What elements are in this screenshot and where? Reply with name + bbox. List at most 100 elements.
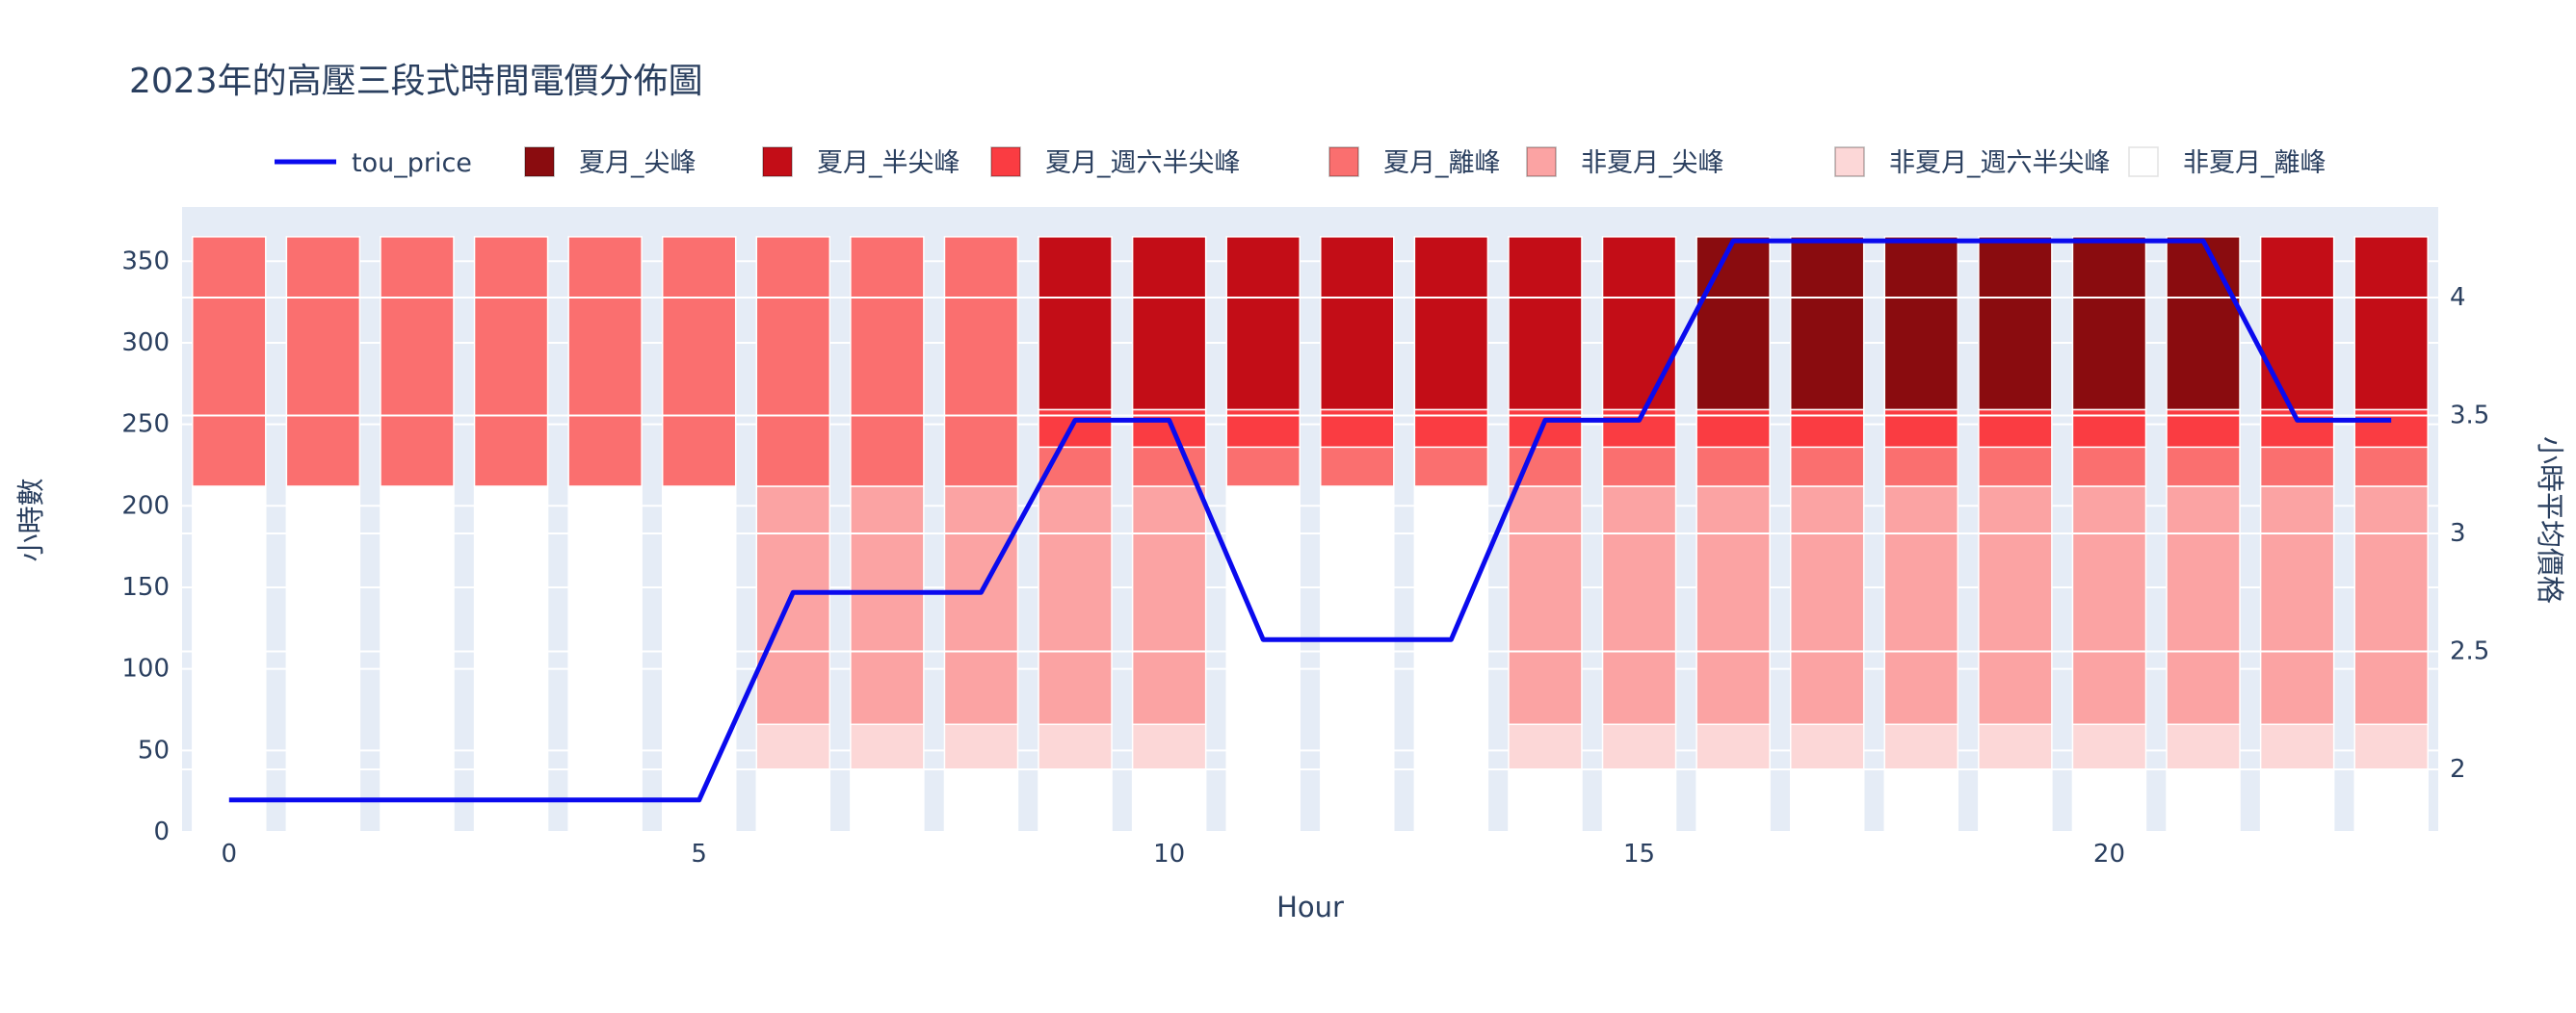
bar-segment-非夏月_週六半尖峰[interactable] [943,723,1019,771]
bar-segment-夏月_離峰[interactable] [1883,446,1959,487]
bar-segment-非夏月_週六半尖峰[interactable] [1508,723,1583,771]
bar-segment-夏月_半尖峰[interactable] [1320,236,1395,411]
bar-segment-非夏月_週六半尖峰[interactable] [850,723,925,771]
bar-segment-非夏月_離峰[interactable] [2071,768,2147,833]
bar-segment-非夏月_離峰[interactable] [661,485,737,833]
bar-segment-夏月_半尖峰[interactable] [1413,236,1489,411]
bar-segment-非夏月_離峰[interactable] [1413,485,1489,833]
bar-segment-非夏月_尖峰[interactable] [1508,485,1583,725]
bar-segment-夏月_離峰[interactable] [192,236,267,487]
legend-item-tou_price[interactable]: tou_price [275,148,472,178]
bar-segment-非夏月_離峰[interactable] [1508,768,1583,833]
bar-segment-非夏月_週六半尖峰[interactable] [1038,723,1113,771]
bar-segment-非夏月_離峰[interactable] [1978,768,2053,833]
bar-segment-非夏月_尖峰[interactable] [1978,485,2053,725]
bar-segment-夏月_離峰[interactable] [1601,446,1677,487]
bar-segment-非夏月_離峰[interactable] [1038,768,1113,833]
bar-segment-夏月_半尖峰[interactable] [1508,236,1583,411]
bar-segment-夏月_半尖峰[interactable] [1038,236,1113,411]
bar-segment-非夏月_離峰[interactable] [1225,485,1301,833]
plot-area[interactable] [182,207,2438,832]
bar-segment-夏月_半尖峰[interactable] [1131,236,1207,411]
bar-segment-夏月_離峰[interactable] [661,236,737,487]
bar-segment-夏月_離峰[interactable] [1695,446,1771,487]
bar-segment-夏月_尖峰[interactable] [1978,236,2053,411]
legend-item-夏月_尖峰[interactable]: 夏月_尖峰 [524,146,697,178]
legend-item-非夏月_離峰[interactable]: 非夏月_離峰 [2128,146,2326,178]
bar-segment-夏月_尖峰[interactable] [1883,236,1959,411]
bar-segment-非夏月_尖峰[interactable] [2166,485,2241,725]
legend-item-夏月_週六半尖峰[interactable]: 夏月_週六半尖峰 [990,146,1241,178]
bar-segment-非夏月_尖峰[interactable] [2259,485,2335,725]
bar-segment-非夏月_週六半尖峰[interactable] [755,723,831,771]
bar-segment-非夏月_離峰[interactable] [1695,768,1771,833]
bar-segment-夏月_半尖峰[interactable] [2259,236,2335,411]
bar-segment-夏月_離峰[interactable] [567,236,643,487]
bar-segment-夏月_離峰[interactable] [2071,446,2147,487]
bar-segment-夏月_離峰[interactable] [2353,446,2429,487]
bar-segment-非夏月_離峰[interactable] [192,485,267,833]
bar-segment-非夏月_離峰[interactable] [1601,768,1677,833]
bar-segment-夏月_半尖峰[interactable] [1225,236,1301,411]
bar-segment-非夏月_尖峰[interactable] [850,485,925,725]
bar-segment-非夏月_尖峰[interactable] [1038,485,1113,725]
bar-segment-夏月_半尖峰[interactable] [1601,236,1677,411]
bar-segment-夏月_離峰[interactable] [1225,446,1301,487]
bar-segment-夏月_尖峰[interactable] [2166,236,2241,411]
bar-segment-夏月_尖峰[interactable] [2071,236,2147,411]
bar-segment-非夏月_週六半尖峰[interactable] [2071,723,2147,771]
bar-segment-非夏月_離峰[interactable] [1131,768,1207,833]
bar-segment-非夏月_離峰[interactable] [1320,485,1395,833]
bar-segment-非夏月_尖峰[interactable] [2071,485,2147,725]
legend-item-夏月_離峰[interactable]: 夏月_離峰 [1328,146,1501,178]
bar-segment-非夏月_離峰[interactable] [473,485,549,833]
bar-segment-非夏月_週六半尖峰[interactable] [1601,723,1677,771]
bar-segment-非夏月_離峰[interactable] [567,485,643,833]
bar-segment-非夏月_尖峰[interactable] [943,485,1019,725]
bar-segment-非夏月_週六半尖峰[interactable] [2353,723,2429,771]
bar-segment-夏月_離峰[interactable] [1789,446,1865,487]
bar-segment-非夏月_離峰[interactable] [2353,768,2429,833]
bar-segment-非夏月_尖峰[interactable] [1131,485,1207,725]
bar-segment-非夏月_尖峰[interactable] [1601,485,1677,725]
bar-segment-夏月_離峰[interactable] [943,236,1019,487]
bar-segment-夏月_尖峰[interactable] [1789,236,1865,411]
bar-segment-非夏月_離峰[interactable] [380,485,455,833]
tou-price-line[interactable] [228,238,2392,803]
bar-segment-非夏月_尖峰[interactable] [1789,485,1865,725]
bar-segment-非夏月_離峰[interactable] [285,485,361,833]
bar-segment-夏月_離峰[interactable] [850,236,925,487]
bar-segment-非夏月_週六半尖峰[interactable] [2166,723,2241,771]
bar-segment-非夏月_週六半尖峰[interactable] [1978,723,2053,771]
bar-segment-夏月_離峰[interactable] [755,236,831,487]
bar-segment-夏月_尖峰[interactable] [1695,236,1771,411]
bar-segment-非夏月_週六半尖峰[interactable] [1695,723,1771,771]
bar-segment-夏月_離峰[interactable] [1413,446,1489,487]
bar-segment-非夏月_離峰[interactable] [2166,768,2241,833]
bar-segment-夏月_離峰[interactable] [473,236,549,487]
bar-segment-夏月_離峰[interactable] [380,236,455,487]
bar-segment-夏月_離峰[interactable] [2259,446,2335,487]
bar-segment-非夏月_尖峰[interactable] [1695,485,1771,725]
bar-segment-夏月_離峰[interactable] [1320,446,1395,487]
bar-segment-夏月_離峰[interactable] [1978,446,2053,487]
bar-segment-夏月_離峰[interactable] [285,236,361,487]
bar-segment-非夏月_離峰[interactable] [755,768,831,833]
legend-item-非夏月_尖峰[interactable]: 非夏月_尖峰 [1526,146,1724,178]
bar-segment-非夏月_尖峰[interactable] [1883,485,1959,725]
bar-segment-非夏月_離峰[interactable] [1883,768,1959,833]
bar-segment-非夏月_離峰[interactable] [1789,768,1865,833]
bar-segment-非夏月_週六半尖峰[interactable] [1883,723,1959,771]
legend-item-夏月_半尖峰[interactable]: 夏月_半尖峰 [762,146,960,178]
bar-segment-非夏月_尖峰[interactable] [755,485,831,725]
bar-segment-非夏月_尖峰[interactable] [2353,485,2429,725]
bar-segment-非夏月_週六半尖峰[interactable] [1789,723,1865,771]
bar-segment-非夏月_週六半尖峰[interactable] [2259,723,2335,771]
bar-segment-夏月_半尖峰[interactable] [2353,236,2429,411]
bar-segment-夏月_離峰[interactable] [2166,446,2241,487]
bar-segment-非夏月_週六半尖峰[interactable] [1131,723,1207,771]
bar-segment-非夏月_離峰[interactable] [850,768,925,833]
bar-segment-非夏月_離峰[interactable] [2259,768,2335,833]
legend-item-非夏月_週六半尖峰[interactable]: 非夏月_週六半尖峰 [1834,146,2111,178]
bar-segment-非夏月_離峰[interactable] [943,768,1019,833]
